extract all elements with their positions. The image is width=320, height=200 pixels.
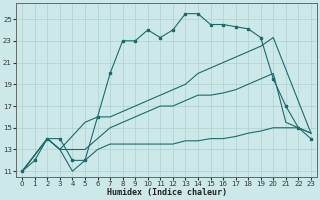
X-axis label: Humidex (Indice chaleur): Humidex (Indice chaleur) xyxy=(107,188,227,197)
